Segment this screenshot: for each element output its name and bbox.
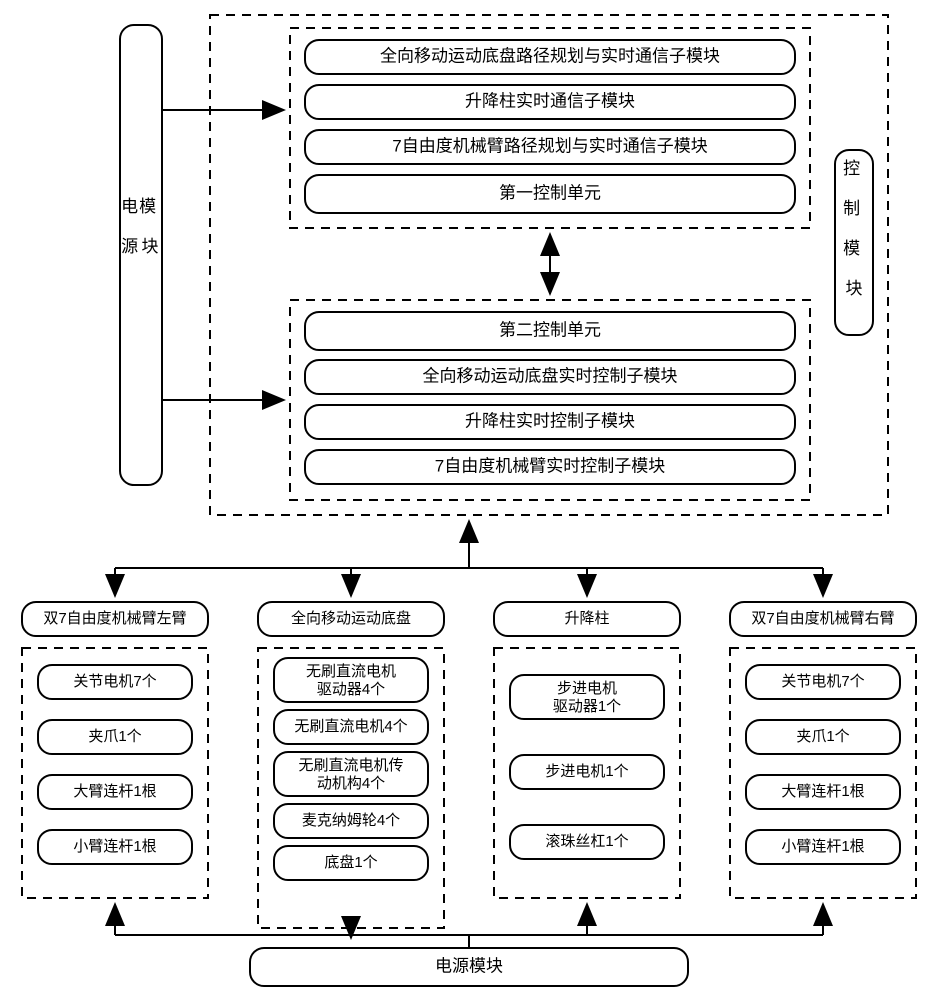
colB-item2-label-l2: 动机构4个 <box>317 775 385 792</box>
unit2-sub2-label: 升降柱实时控制子模块 <box>465 411 635 430</box>
unit2-title: 第二控制单元 <box>499 320 601 339</box>
colC-item1-label: 步进电机1个 <box>545 763 628 780</box>
colD-title: 双7自由度机械臂右臂 <box>751 610 894 627</box>
colB-title: 全向移动运动底盘 <box>291 609 411 627</box>
unit1-sub1-label: 全向移动运动底盘路径规划与实时通信子模块 <box>380 46 720 65</box>
colD-item1-label: 夹爪1个 <box>796 728 849 745</box>
unit1-title: 第一控制单元 <box>499 183 601 202</box>
colA-item0-label: 关节电机7个 <box>73 673 156 690</box>
colD-item2-label: 大臂连杆1根 <box>781 783 864 800</box>
unit2-sub3-label: 7自由度机械臂实时控制子模块 <box>435 456 665 475</box>
colA-title: 双7自由度机械臂左臂 <box>43 610 186 627</box>
colB-item3-label: 麦克纳姆轮4个 <box>302 812 400 829</box>
colC-title: 升降柱 <box>564 610 609 627</box>
colB-item4-label: 底盘1个 <box>324 853 377 871</box>
unit1-sub3-label: 7自由度机械臂路径规划与实时通信子模块 <box>392 136 707 155</box>
colC-item0-label-l1: 步进电机 <box>557 680 617 697</box>
colD-item3-label: 小臂连杆1根 <box>781 838 864 855</box>
unit2-sub1-label: 全向移动运动底盘实时控制子模块 <box>423 366 678 385</box>
colA-item2-label: 大臂连杆1根 <box>73 783 156 800</box>
colB-item2-label-l1: 无刷直流电机传 <box>298 757 403 774</box>
colA-item3-label: 小臂连杆1根 <box>73 838 156 855</box>
power-module-bottom-label: 电源模块 <box>435 956 503 975</box>
colB-item0-label-l1: 无刷直流电机 <box>306 663 396 680</box>
colC-item0-label-l2: 驱动器1个 <box>553 698 621 715</box>
colB-item1-label: 无刷直流电机4个 <box>294 718 407 735</box>
colD-item0-label: 关节电机7个 <box>781 673 864 690</box>
colA-item1-label: 夹爪1个 <box>88 728 141 745</box>
unit1-sub2-label: 升降柱实时通信子模块 <box>465 91 635 110</box>
colB-item0-label-l2: 驱动器4个 <box>317 681 385 698</box>
diagram-root: 控 制 模 块 电 源 模 块 全向移动运动底盘路径规划与实时通信子模块 升降柱… <box>0 0 938 1000</box>
colC-item2-label: 滚珠丝杠1个 <box>545 833 628 850</box>
